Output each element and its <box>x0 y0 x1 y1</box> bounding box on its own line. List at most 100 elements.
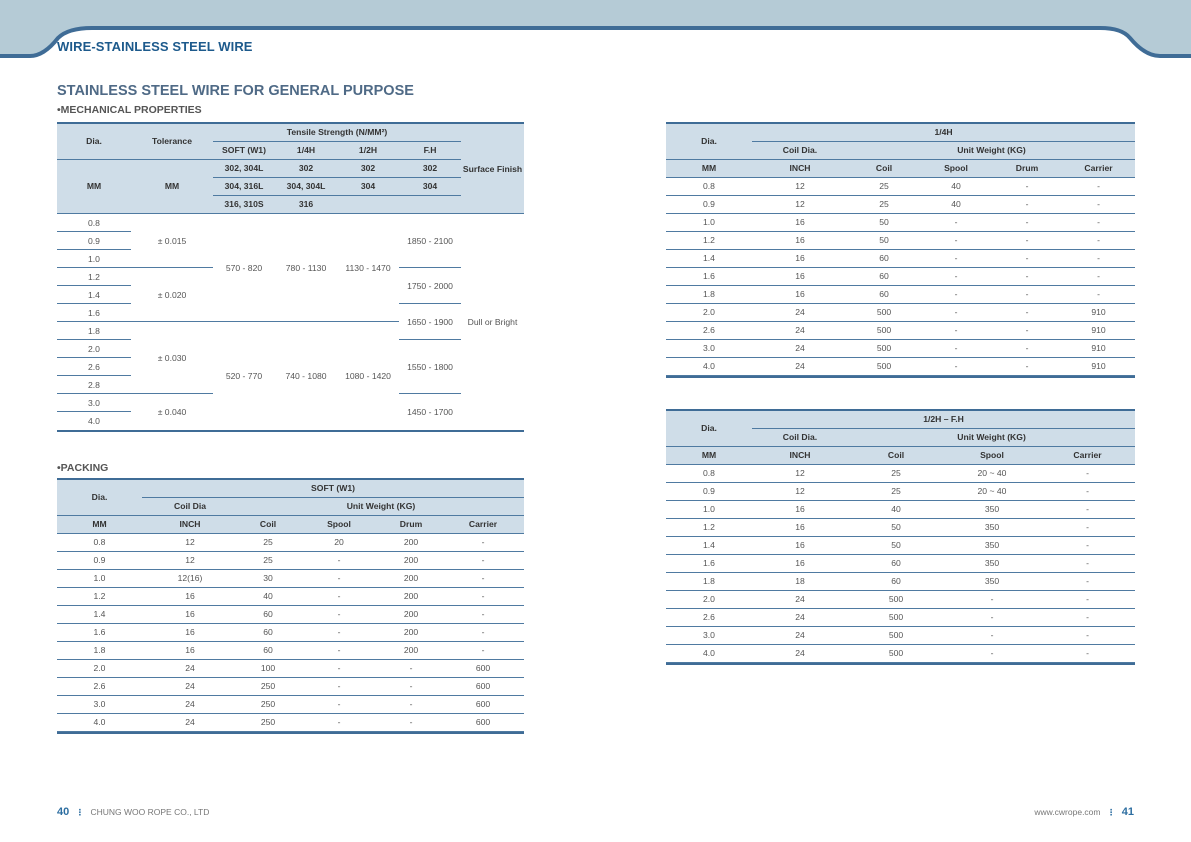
tolerance-cell: ± 0.020 <box>131 267 213 322</box>
col-unit: MM <box>57 515 142 533</box>
table-cell: - <box>442 533 525 552</box>
col-unit: MM <box>666 159 752 177</box>
grade-cell: 302 <box>399 159 462 178</box>
table-cell: - <box>992 303 1062 322</box>
table-row: 1.8 16 60- - - <box>666 285 1136 304</box>
table-row: 1.0 16 50- - - <box>666 213 1136 232</box>
table-row: 1.6 16 60- - - <box>666 267 1136 286</box>
table-cell: 24 <box>752 608 848 627</box>
table-cell: 910 <box>1062 303 1136 322</box>
col-unit: INCH <box>142 515 238 533</box>
table-cell: - <box>442 569 525 588</box>
col-unit: Coil <box>238 515 298 533</box>
table-cell: - <box>992 357 1062 376</box>
table-cell: - <box>1040 482 1136 501</box>
table-cell: - <box>298 713 380 732</box>
table-bottom-rule <box>666 375 1136 378</box>
tolerance-cell: ± 0.030 <box>131 321 213 394</box>
table-cell: 1.2 <box>57 587 142 606</box>
table-cell: - <box>944 608 1040 627</box>
full-hard-cell: 1450 - 1700 <box>407 406 453 417</box>
table-cell: 60 <box>848 554 944 573</box>
table-cell: 200 <box>380 533 442 552</box>
table-cell: 600 <box>442 713 525 732</box>
col-unit: Drum <box>380 515 442 533</box>
grade-cell <box>399 195 462 213</box>
table-cell: - <box>1040 464 1136 483</box>
table-cell: 16 <box>142 623 238 642</box>
table-cell: 24 <box>752 339 848 358</box>
table-bottom-rule <box>57 731 525 734</box>
col-unit: Carrier <box>1040 446 1136 464</box>
table-cell: 24 <box>752 626 848 645</box>
table-cell: 200 <box>380 623 442 642</box>
table-cell: 4.0 <box>666 357 752 376</box>
table-cell: 25 <box>238 551 298 570</box>
website-link[interactable]: www.cwrope.com <box>1034 807 1101 817</box>
table-cell: - <box>920 249 992 268</box>
table-cell: 20 <box>298 533 380 552</box>
table-cell: - <box>992 231 1062 250</box>
table-cell: - <box>1040 518 1136 537</box>
table-cell: 600 <box>442 695 525 714</box>
table-cell: - <box>992 249 1062 268</box>
table-cell: 24 <box>752 357 848 376</box>
footer-separator: ⋮ <box>75 807 85 817</box>
col-unit: Spool <box>920 159 992 177</box>
table-cell: 4.0 <box>57 713 142 732</box>
table-row: 1.2 16 50 350- <box>666 518 1136 537</box>
table-cell: 12 <box>752 482 848 501</box>
table-cell: 50 <box>848 231 920 250</box>
col-coil-dia: Coil Dia. <box>752 428 848 446</box>
table-cell: 250 <box>238 677 298 696</box>
table-cell: 1.4 <box>666 249 752 268</box>
table-bottom-rule <box>666 662 1136 665</box>
table-cell: 16 <box>752 285 848 304</box>
table-cell: 500 <box>848 626 944 645</box>
quarter-hard-cell: 780 - 1130 <box>275 213 337 322</box>
table-cell: 1.0 <box>57 569 142 588</box>
table-cell: 50 <box>848 536 944 555</box>
table-cell: - <box>1040 608 1136 627</box>
table-cell: 2.0 <box>57 659 142 678</box>
col-unit: MM <box>666 446 752 464</box>
dia-cell: 1.4 <box>57 285 131 304</box>
col-group: 1/2H – F.H <box>752 410 1136 429</box>
table-cell: - <box>442 605 525 624</box>
full-hard-cell: 1850 - 2100 <box>399 213 462 268</box>
half-full-hard-body: 0.8 12 25 20 ~ 40-0.9 12 25 20 ~ 40-1.0 16 40 350… <box>666 464 1136 665</box>
col-tensile-strength: Tensile Strength (N/MM²) <box>213 123 462 141</box>
table-cell: 12 <box>752 195 848 214</box>
table-row: 2.0 24 500- - <box>666 590 1136 609</box>
col-half-hard: 1/2H <box>337 140 399 160</box>
table-cell: 60 <box>238 641 298 660</box>
table-row: 2.6 24 500- - <box>666 608 1136 627</box>
table-cell: - <box>1062 213 1136 232</box>
table-cell: 25 <box>848 195 920 214</box>
table-row: 1.8 16 60-200- <box>57 641 525 660</box>
table-cell: 500 <box>848 339 920 358</box>
table-cell: - <box>920 303 992 322</box>
table-row: 1.4 16 60-200- <box>57 605 525 624</box>
table-row: 1.4 16 60- - - <box>666 249 1136 268</box>
table-row: 0.8 12 25 20 ~ 40- <box>666 464 1136 483</box>
table-cell: 2.6 <box>57 677 142 696</box>
table-cell: 3.0 <box>666 339 752 358</box>
table-cell: - <box>920 339 992 358</box>
table-cell: 12 <box>142 533 238 552</box>
table-row: 1.2 16 50- - - <box>666 231 1136 250</box>
page-number-right: 41 <box>1121 806 1134 818</box>
table-cell: - <box>298 677 380 696</box>
mechanical-properties-heading: •MECHANICAL PROPERTIES <box>57 104 202 116</box>
table-cell: - <box>1062 285 1136 304</box>
table-cell: - <box>1040 644 1136 663</box>
col-unit: Spool <box>944 446 1040 464</box>
dia-cell: 1.8 <box>57 321 131 340</box>
table-row: 2.6 24 250- -600 <box>57 677 525 696</box>
table-cell: - <box>920 285 992 304</box>
header-band <box>0 0 1191 58</box>
table-cell: 1.6 <box>666 267 752 286</box>
table-cell: 3.0 <box>57 695 142 714</box>
table-row: 1.2 16 40-200- <box>57 587 525 606</box>
